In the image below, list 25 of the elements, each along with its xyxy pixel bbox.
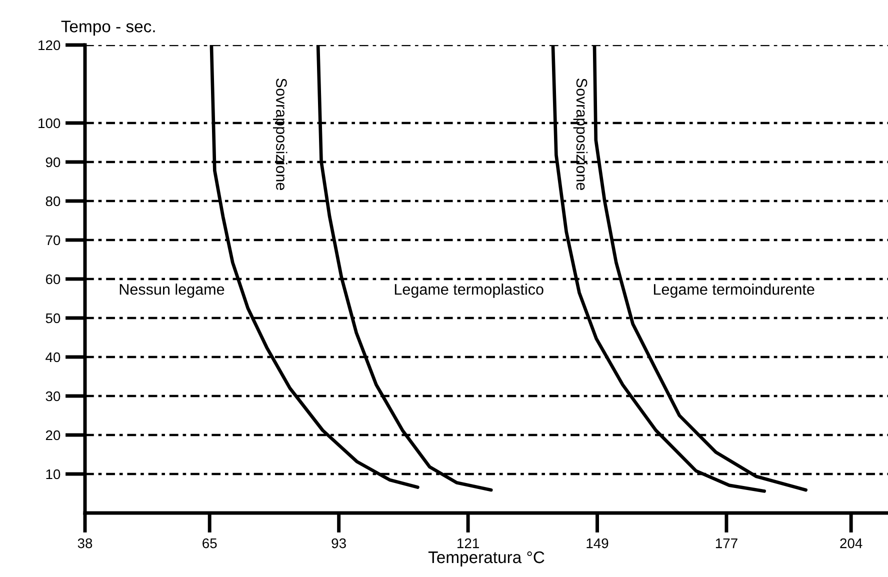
x-tick-label: 93: [332, 538, 346, 548]
y-tick-label: 50: [46, 313, 60, 324]
y-tick-label: 60: [46, 274, 60, 284]
x-tick-label: 177: [716, 538, 738, 548]
annotation: Legame termoindurente: [654, 284, 814, 298]
x-tick-label: 204: [840, 538, 862, 548]
y-tick-label: 100: [38, 118, 60, 128]
annotation: Legame termoplastico: [394, 284, 544, 298]
y-tick-label: 90: [46, 157, 60, 168]
annotation: Sovrapposizione: [273, 78, 288, 190]
annotation: Nessun legame: [120, 284, 224, 298]
x-tick-label: 65: [202, 538, 217, 548]
annotation: Sovrapposizione: [573, 78, 588, 190]
y-tick-label: 70: [46, 235, 60, 246]
x-tick-label: 121: [458, 538, 479, 548]
y-tick-label: 40: [46, 352, 60, 362]
y-axis-title: Tempo - sec.: [61, 20, 155, 36]
y-tick-label: 20: [46, 430, 60, 440]
x-tick-label: 38: [78, 538, 92, 548]
y-tick-label: 10: [46, 469, 60, 480]
x-tick-label: 149: [586, 538, 608, 548]
x-axis-title: Temperatura °C: [428, 551, 544, 566]
y-tick-label: 80: [46, 196, 60, 206]
y-tick-label: 120: [38, 40, 60, 50]
y-tick-label: 30: [46, 391, 60, 402]
